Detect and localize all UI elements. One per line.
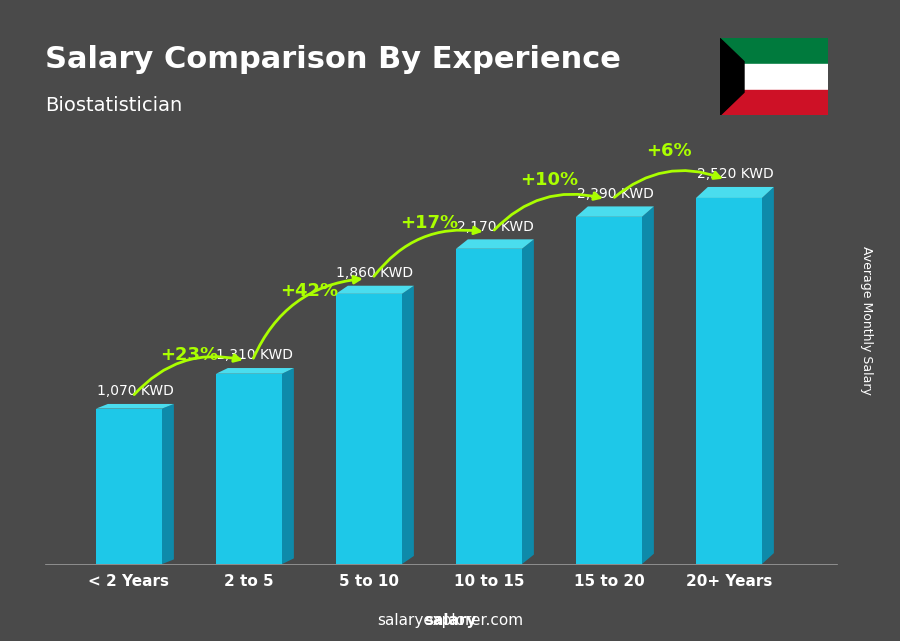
Bar [720,38,828,64]
FancyBboxPatch shape [216,374,282,564]
Text: 2,520 KWD: 2,520 KWD [697,167,773,181]
Text: 1,070 KWD: 1,070 KWD [96,384,174,398]
FancyBboxPatch shape [576,217,642,564]
Text: salary: salary [424,613,476,628]
FancyArrowPatch shape [494,193,600,230]
Bar [720,90,828,115]
Polygon shape [720,38,744,115]
Text: 1,860 KWD: 1,860 KWD [337,266,413,280]
FancyBboxPatch shape [696,198,762,564]
Polygon shape [96,404,174,408]
Polygon shape [456,239,534,249]
FancyBboxPatch shape [336,294,402,564]
Bar [720,64,828,90]
FancyArrowPatch shape [254,276,360,358]
Text: 1,310 KWD: 1,310 KWD [216,348,293,362]
Text: +23%: +23% [160,346,218,364]
Polygon shape [696,187,774,198]
Polygon shape [162,404,174,564]
Polygon shape [576,206,654,217]
Text: Salary Comparison By Experience: Salary Comparison By Experience [45,45,621,74]
Text: 2,390 KWD: 2,390 KWD [577,187,653,201]
FancyBboxPatch shape [456,249,522,564]
Text: Average Monthly Salary: Average Monthly Salary [860,246,873,395]
Polygon shape [216,368,294,374]
Text: +42%: +42% [280,282,338,300]
Text: +6%: +6% [646,142,692,160]
Polygon shape [762,187,774,564]
Polygon shape [282,368,294,564]
Polygon shape [642,206,654,564]
Polygon shape [522,239,534,564]
Text: 2,170 KWD: 2,170 KWD [456,219,534,233]
Text: +17%: +17% [400,214,458,232]
Polygon shape [402,286,414,564]
Text: Biostatistician: Biostatistician [45,96,182,115]
Polygon shape [336,286,414,294]
FancyArrowPatch shape [615,171,720,197]
Text: +10%: +10% [520,171,578,189]
FancyArrowPatch shape [374,227,480,276]
FancyBboxPatch shape [96,408,162,564]
Text: salaryexplorer.com: salaryexplorer.com [377,613,523,628]
FancyArrowPatch shape [134,355,240,395]
